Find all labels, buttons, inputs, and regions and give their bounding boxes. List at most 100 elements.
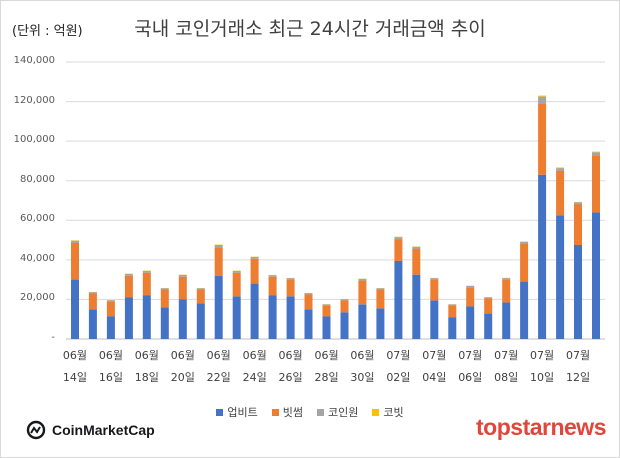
x-tick-label: 06월 — [62, 349, 88, 362]
bar-segment — [574, 204, 582, 246]
x-tick-label: 06월 — [170, 349, 195, 362]
bar-segment — [358, 280, 367, 305]
bar-segment — [430, 279, 439, 301]
bar-segment — [484, 313, 493, 339]
bar-segment — [340, 300, 349, 313]
bar-segment — [322, 316, 331, 339]
bar-segment — [412, 274, 421, 339]
bar-segment — [376, 288, 385, 290]
bar-segment — [394, 260, 403, 339]
y-tick-label: 140,000 — [13, 55, 55, 66]
x-tick-label: 07월 — [565, 349, 591, 362]
bar-segment — [88, 292, 97, 294]
coinmarketcap-text: CoinMarketCap — [52, 422, 155, 438]
x-tick-label: 26일 — [278, 371, 303, 384]
bar-segment — [304, 309, 313, 339]
x-tick-label: 28일 — [314, 371, 339, 384]
legend-label: 코인원 — [328, 406, 359, 419]
bar-segment — [88, 309, 97, 339]
bar-segment — [376, 308, 385, 339]
legend-label: 코빗 — [383, 406, 404, 419]
bar-segment — [520, 244, 529, 282]
bar-segment — [160, 289, 169, 308]
bar-segment — [556, 168, 565, 171]
bar-segment — [196, 289, 205, 304]
y-tick-label: 100,000 — [13, 134, 55, 146]
bar-segment — [556, 215, 565, 339]
bar-segment — [178, 299, 187, 339]
bar-segment — [448, 305, 457, 318]
bar-segment — [214, 248, 223, 276]
bar-segment — [502, 278, 511, 280]
bar-segment — [502, 302, 511, 339]
bar-segment — [538, 174, 547, 339]
y-tick-label: 20,000 — [20, 292, 55, 304]
bar-segment — [232, 270, 241, 273]
x-tick-label: 24일 — [242, 371, 267, 384]
coinmarketcap-icon — [26, 420, 46, 440]
x-tick-label: 16일 — [98, 371, 123, 384]
legend: 업비트 빗썸 코인원 코빗 — [0, 404, 620, 420]
x-tick-label: 30일 — [350, 371, 375, 384]
bar-segment — [250, 258, 259, 284]
bar-segment — [322, 305, 331, 317]
y-tick-label: 60,000 — [20, 213, 55, 225]
bar-segment — [196, 303, 205, 339]
bar-segment — [466, 287, 475, 307]
bar-segment — [178, 274, 187, 277]
x-tick-label: 10일 — [530, 371, 555, 384]
x-tick-label: 07월 — [422, 349, 447, 362]
bar-segment — [286, 278, 295, 280]
x-tick-label: 06월 — [134, 349, 159, 362]
bar-segment — [394, 237, 403, 240]
x-tick-label: 08일 — [494, 371, 519, 384]
bar-segment — [502, 279, 511, 303]
bar-segment — [250, 283, 259, 339]
x-tick-label: 14일 — [62, 371, 88, 384]
x-tick-label: 06월 — [206, 349, 231, 362]
y-tick-label: 80,000 — [20, 173, 55, 185]
bar-segment — [394, 239, 403, 261]
topstarnews-logo: topstarnews — [476, 414, 606, 440]
bar-segment — [178, 276, 187, 300]
chart-title: 국내 코인거래소 최근 24시간 거래금액 추이 — [134, 18, 486, 40]
legend-label: 빗썸 — [282, 406, 303, 419]
legend-swatch — [372, 408, 380, 416]
bar-segment — [412, 249, 421, 275]
bar-segment — [160, 307, 169, 339]
bar-segment — [268, 295, 277, 339]
bar-segment — [340, 299, 349, 301]
legend-item: 빗썸 — [271, 404, 303, 420]
bar-segment — [484, 298, 493, 314]
x-tick-label: 06월 — [314, 349, 339, 362]
bar-segment — [592, 152, 600, 156]
x-tick-label: 06월 — [278, 349, 303, 362]
bar-segment — [142, 272, 151, 296]
bar-segment — [574, 202, 582, 205]
bar-segment — [71, 243, 79, 280]
bar-segment — [88, 293, 97, 310]
bar-segment — [286, 279, 295, 297]
x-tick-label: 06일 — [458, 371, 483, 384]
x-tick-label: 12일 — [565, 371, 591, 384]
x-tick-label: 07월 — [458, 349, 483, 362]
bar-segment — [268, 276, 277, 296]
x-tick-label: 18일 — [134, 371, 159, 384]
x-tick-label: 04일 — [422, 371, 447, 384]
bar-segment — [124, 297, 133, 339]
bar-segment — [430, 300, 439, 339]
x-tick-label: 06월 — [242, 349, 267, 362]
legend-swatch — [317, 408, 324, 416]
bar-segment — [106, 316, 115, 339]
bar-segment — [466, 286, 475, 288]
bar-segment — [124, 273, 133, 276]
bar-segment — [412, 246, 421, 249]
bar-segment — [520, 281, 529, 339]
bar-segment — [106, 301, 115, 317]
bar-segment — [250, 256, 259, 259]
bar-segment — [71, 240, 79, 244]
bar-segment — [592, 212, 600, 339]
y-tick-label: - — [51, 332, 55, 343]
bar-segment — [358, 278, 367, 281]
legend-label: 업비트 — [227, 406, 258, 419]
